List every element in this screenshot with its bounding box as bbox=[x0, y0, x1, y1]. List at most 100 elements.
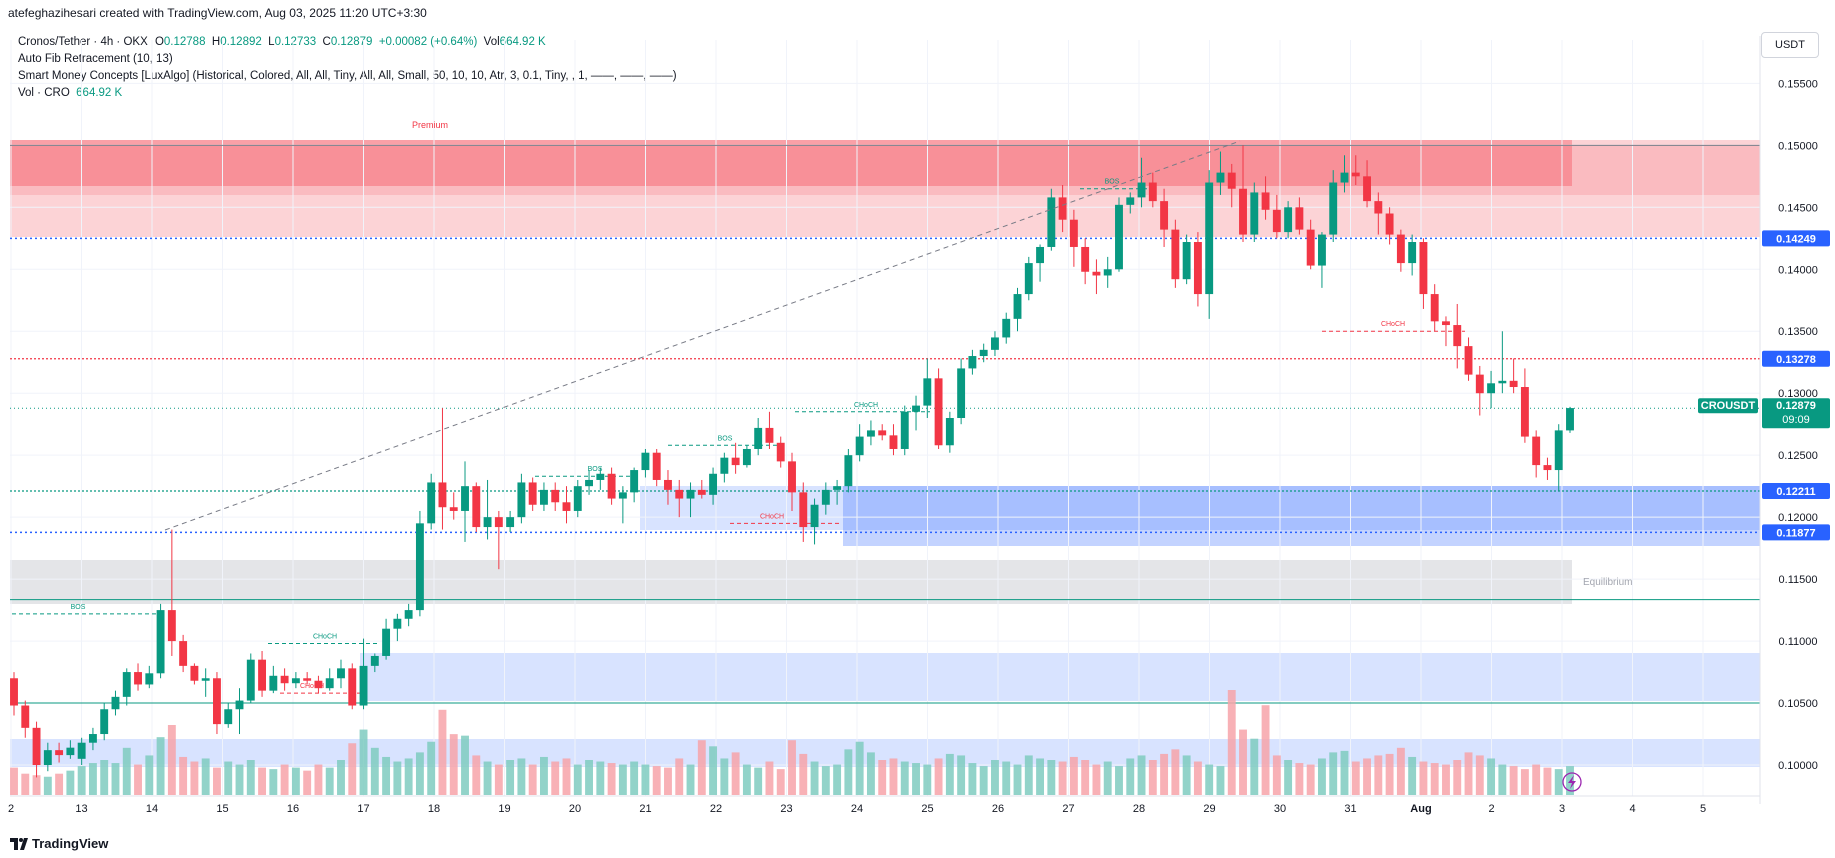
candle-body bbox=[314, 680, 323, 689]
candle-body bbox=[585, 479, 593, 487]
candle-body bbox=[1193, 242, 1202, 295]
legend-smc-indicator[interactable]: Smart Money Concepts [LuxAlgo] (Historic… bbox=[18, 70, 677, 82]
price-badge-bg bbox=[1762, 230, 1830, 247]
price-badge-bg bbox=[1762, 482, 1830, 499]
volume-bar bbox=[1329, 752, 1338, 795]
candle-body bbox=[607, 473, 616, 499]
volume-bar bbox=[1363, 758, 1371, 795]
volume-bar bbox=[43, 776, 52, 795]
price-badges: 0.14249 0.13278 0.12211 0.11877 CROUSDT 0.128… bbox=[1698, 230, 1830, 541]
volume-bar bbox=[190, 761, 199, 795]
candle-body bbox=[528, 482, 537, 505]
volume-bar bbox=[1092, 764, 1101, 795]
time-tick-label: 18 bbox=[428, 803, 440, 815]
candle-body bbox=[1419, 242, 1428, 295]
lightning-icon[interactable] bbox=[1562, 772, 1582, 792]
volume-bar bbox=[1227, 690, 1236, 795]
volume-bar bbox=[1487, 758, 1496, 795]
volume-bar bbox=[1081, 760, 1090, 795]
volume-bar bbox=[213, 767, 221, 795]
legend-fib-indicator[interactable]: Auto Fib Retracement (10, 13) bbox=[18, 53, 173, 65]
candle-body bbox=[201, 678, 210, 681]
time-tick-label: 16 bbox=[287, 803, 299, 815]
volume-bar bbox=[1216, 766, 1225, 795]
volume-bar bbox=[1284, 760, 1293, 795]
volume-bar bbox=[1115, 766, 1123, 795]
legend-symbol[interactable]: Cronos/Tether · 4h · OKX bbox=[18, 36, 148, 48]
volume-bar bbox=[912, 763, 920, 795]
candle-body bbox=[618, 492, 627, 499]
time-tick-label: Aug bbox=[1410, 803, 1431, 815]
volume-bar bbox=[1374, 755, 1383, 795]
candle-body bbox=[291, 678, 300, 684]
candle-body bbox=[1227, 172, 1236, 189]
price-tick-label: 0.12000 bbox=[1778, 512, 1818, 524]
volume-bar bbox=[1205, 764, 1214, 795]
legend-ohlc-row: Cronos/Tether · 4h · OKX O0.12788 H0.128… bbox=[18, 34, 677, 51]
legend-low-label: L bbox=[268, 36, 275, 48]
volume-bar bbox=[1058, 761, 1067, 795]
structure-label: BOS bbox=[1105, 179, 1120, 186]
price-tick-label: 0.14000 bbox=[1778, 264, 1818, 276]
candle-body bbox=[596, 473, 605, 480]
time-tick-label: 21 bbox=[639, 803, 651, 815]
volume-bar bbox=[1193, 761, 1202, 795]
candle-body bbox=[269, 675, 278, 691]
candle-body bbox=[393, 618, 402, 629]
volume-bar bbox=[765, 761, 774, 795]
volume-bar bbox=[979, 766, 988, 795]
candle-body bbox=[506, 517, 515, 528]
volume-bar bbox=[1566, 766, 1574, 795]
time-tick-label: 2 bbox=[1488, 803, 1494, 815]
volume-bar bbox=[968, 763, 977, 795]
volume-bar bbox=[1509, 766, 1518, 795]
tradingview-logo[interactable]: TradingView bbox=[10, 836, 108, 851]
time-tick-label: 17 bbox=[357, 803, 369, 815]
volume-bar bbox=[821, 766, 830, 795]
volume-bar bbox=[945, 753, 954, 795]
candle-body bbox=[100, 709, 109, 735]
volume-bar bbox=[1295, 763, 1304, 795]
candle-body bbox=[88, 734, 97, 743]
volume-bar bbox=[1036, 758, 1045, 795]
volume-bar bbox=[122, 747, 131, 795]
candle-body bbox=[562, 502, 571, 511]
candle-body bbox=[1171, 229, 1180, 280]
candle-body bbox=[979, 349, 988, 357]
legend-close: 0.12879 bbox=[330, 36, 373, 48]
candle-body bbox=[900, 411, 909, 449]
volume-bar bbox=[314, 764, 323, 795]
candle-body bbox=[1520, 387, 1529, 437]
legend-volume-indicator[interactable]: Vol · CRO 664.92 K bbox=[18, 85, 677, 102]
symbol-badge-text: CROUSDT bbox=[1701, 400, 1756, 412]
volume-bar bbox=[100, 760, 109, 795]
candle-body bbox=[258, 659, 267, 691]
candle-body bbox=[235, 700, 244, 710]
volume-bar bbox=[10, 767, 18, 795]
volume-bar bbox=[923, 764, 932, 795]
candle-body bbox=[1464, 346, 1473, 375]
price-tick-label: 0.11000 bbox=[1779, 636, 1818, 648]
candle-body bbox=[1137, 182, 1146, 198]
candle-body bbox=[190, 665, 199, 681]
candle-body bbox=[1250, 192, 1259, 235]
volume-bar bbox=[77, 766, 86, 795]
time-tick-label: 22 bbox=[710, 803, 722, 815]
volume-bar bbox=[246, 760, 255, 795]
candle-body bbox=[810, 504, 819, 528]
premium-zone-light bbox=[10, 140, 1760, 237]
volume-bar bbox=[359, 729, 368, 795]
volume-bar bbox=[709, 746, 718, 795]
legend-high-label: H bbox=[211, 36, 221, 48]
volume-bar bbox=[145, 755, 154, 795]
currency-button[interactable]: USDT bbox=[1761, 32, 1819, 58]
volume-bar bbox=[1239, 729, 1247, 795]
volume-bar bbox=[1148, 760, 1157, 795]
volume-bar bbox=[269, 769, 278, 795]
structure-label: CHoCH bbox=[300, 683, 324, 690]
candle-body bbox=[246, 659, 255, 701]
volume-bar bbox=[1340, 750, 1349, 795]
time-tick-label: 5 bbox=[1700, 803, 1706, 815]
volume-bar bbox=[449, 734, 458, 795]
